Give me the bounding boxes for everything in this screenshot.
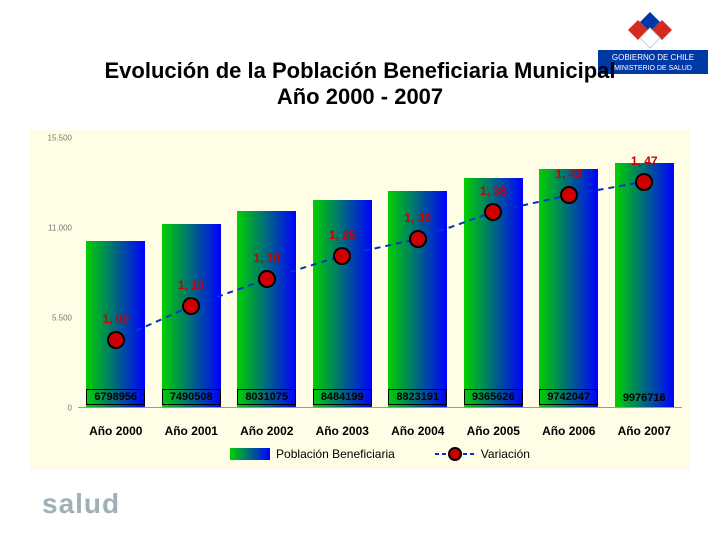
footer-brand: salud [42,488,120,520]
legend-line: Variación [435,447,530,461]
y-tick: 15.500 [48,134,72,143]
slide: GOBIERNO DE CHILE MINISTERIO DE SALUD Ev… [0,0,720,540]
legend-bar-label: Población Beneficiaria [276,447,395,461]
x-label: Año 2001 [154,424,230,438]
y-tick: 5.500 [52,314,72,323]
x-axis: Año 2000Año 2001Año 2002Año 2003Año 2004… [78,424,682,438]
page-title: Evolución de la Población Beneficiaria M… [0,58,720,110]
bar-value-label: 6798956 [86,389,145,405]
bar-value-label: 7490508 [162,389,221,405]
x-label: Año 2005 [456,424,532,438]
x-label: Año 2006 [531,424,607,438]
x-label: Año 2002 [229,424,305,438]
x-label: Año 2000 [78,424,154,438]
bar-value-label: 8823191 [388,389,447,405]
title-line2: Año 2000 - 2007 [0,84,720,110]
y-tick: 11.000 [48,224,72,233]
legend-bar: Población Beneficiaria [230,447,395,461]
bar-value-label: 9976716 [615,391,674,405]
plot-area: 1, 001, 101, 181, 251, 301, 381, 431, 47… [78,138,682,408]
x-label: Año 2007 [607,424,683,438]
bar-value-label: 8031075 [237,389,296,405]
bar-value-label: 8484199 [313,389,372,405]
legend-line-swatch [435,453,475,455]
legend-line-label: Variación [481,447,530,461]
bar-value-label: 9365626 [464,389,523,405]
x-label: Año 2004 [380,424,456,438]
chart: 0 5.500 11.000 15.500 1, 001, 101, 181, 251… [30,130,690,470]
legend-bar-swatch [230,448,270,460]
line-layer [78,138,682,407]
x-label: Año 2003 [305,424,381,438]
title-line1: Evolución de la Población Beneficiaria M… [0,58,720,84]
y-tick: 0 [68,404,72,413]
bar-value-label: 9742047 [539,389,598,405]
y-axis: 05.50011.00015.500 [30,138,74,408]
legend: Población Beneficiaria Variación [78,444,682,464]
